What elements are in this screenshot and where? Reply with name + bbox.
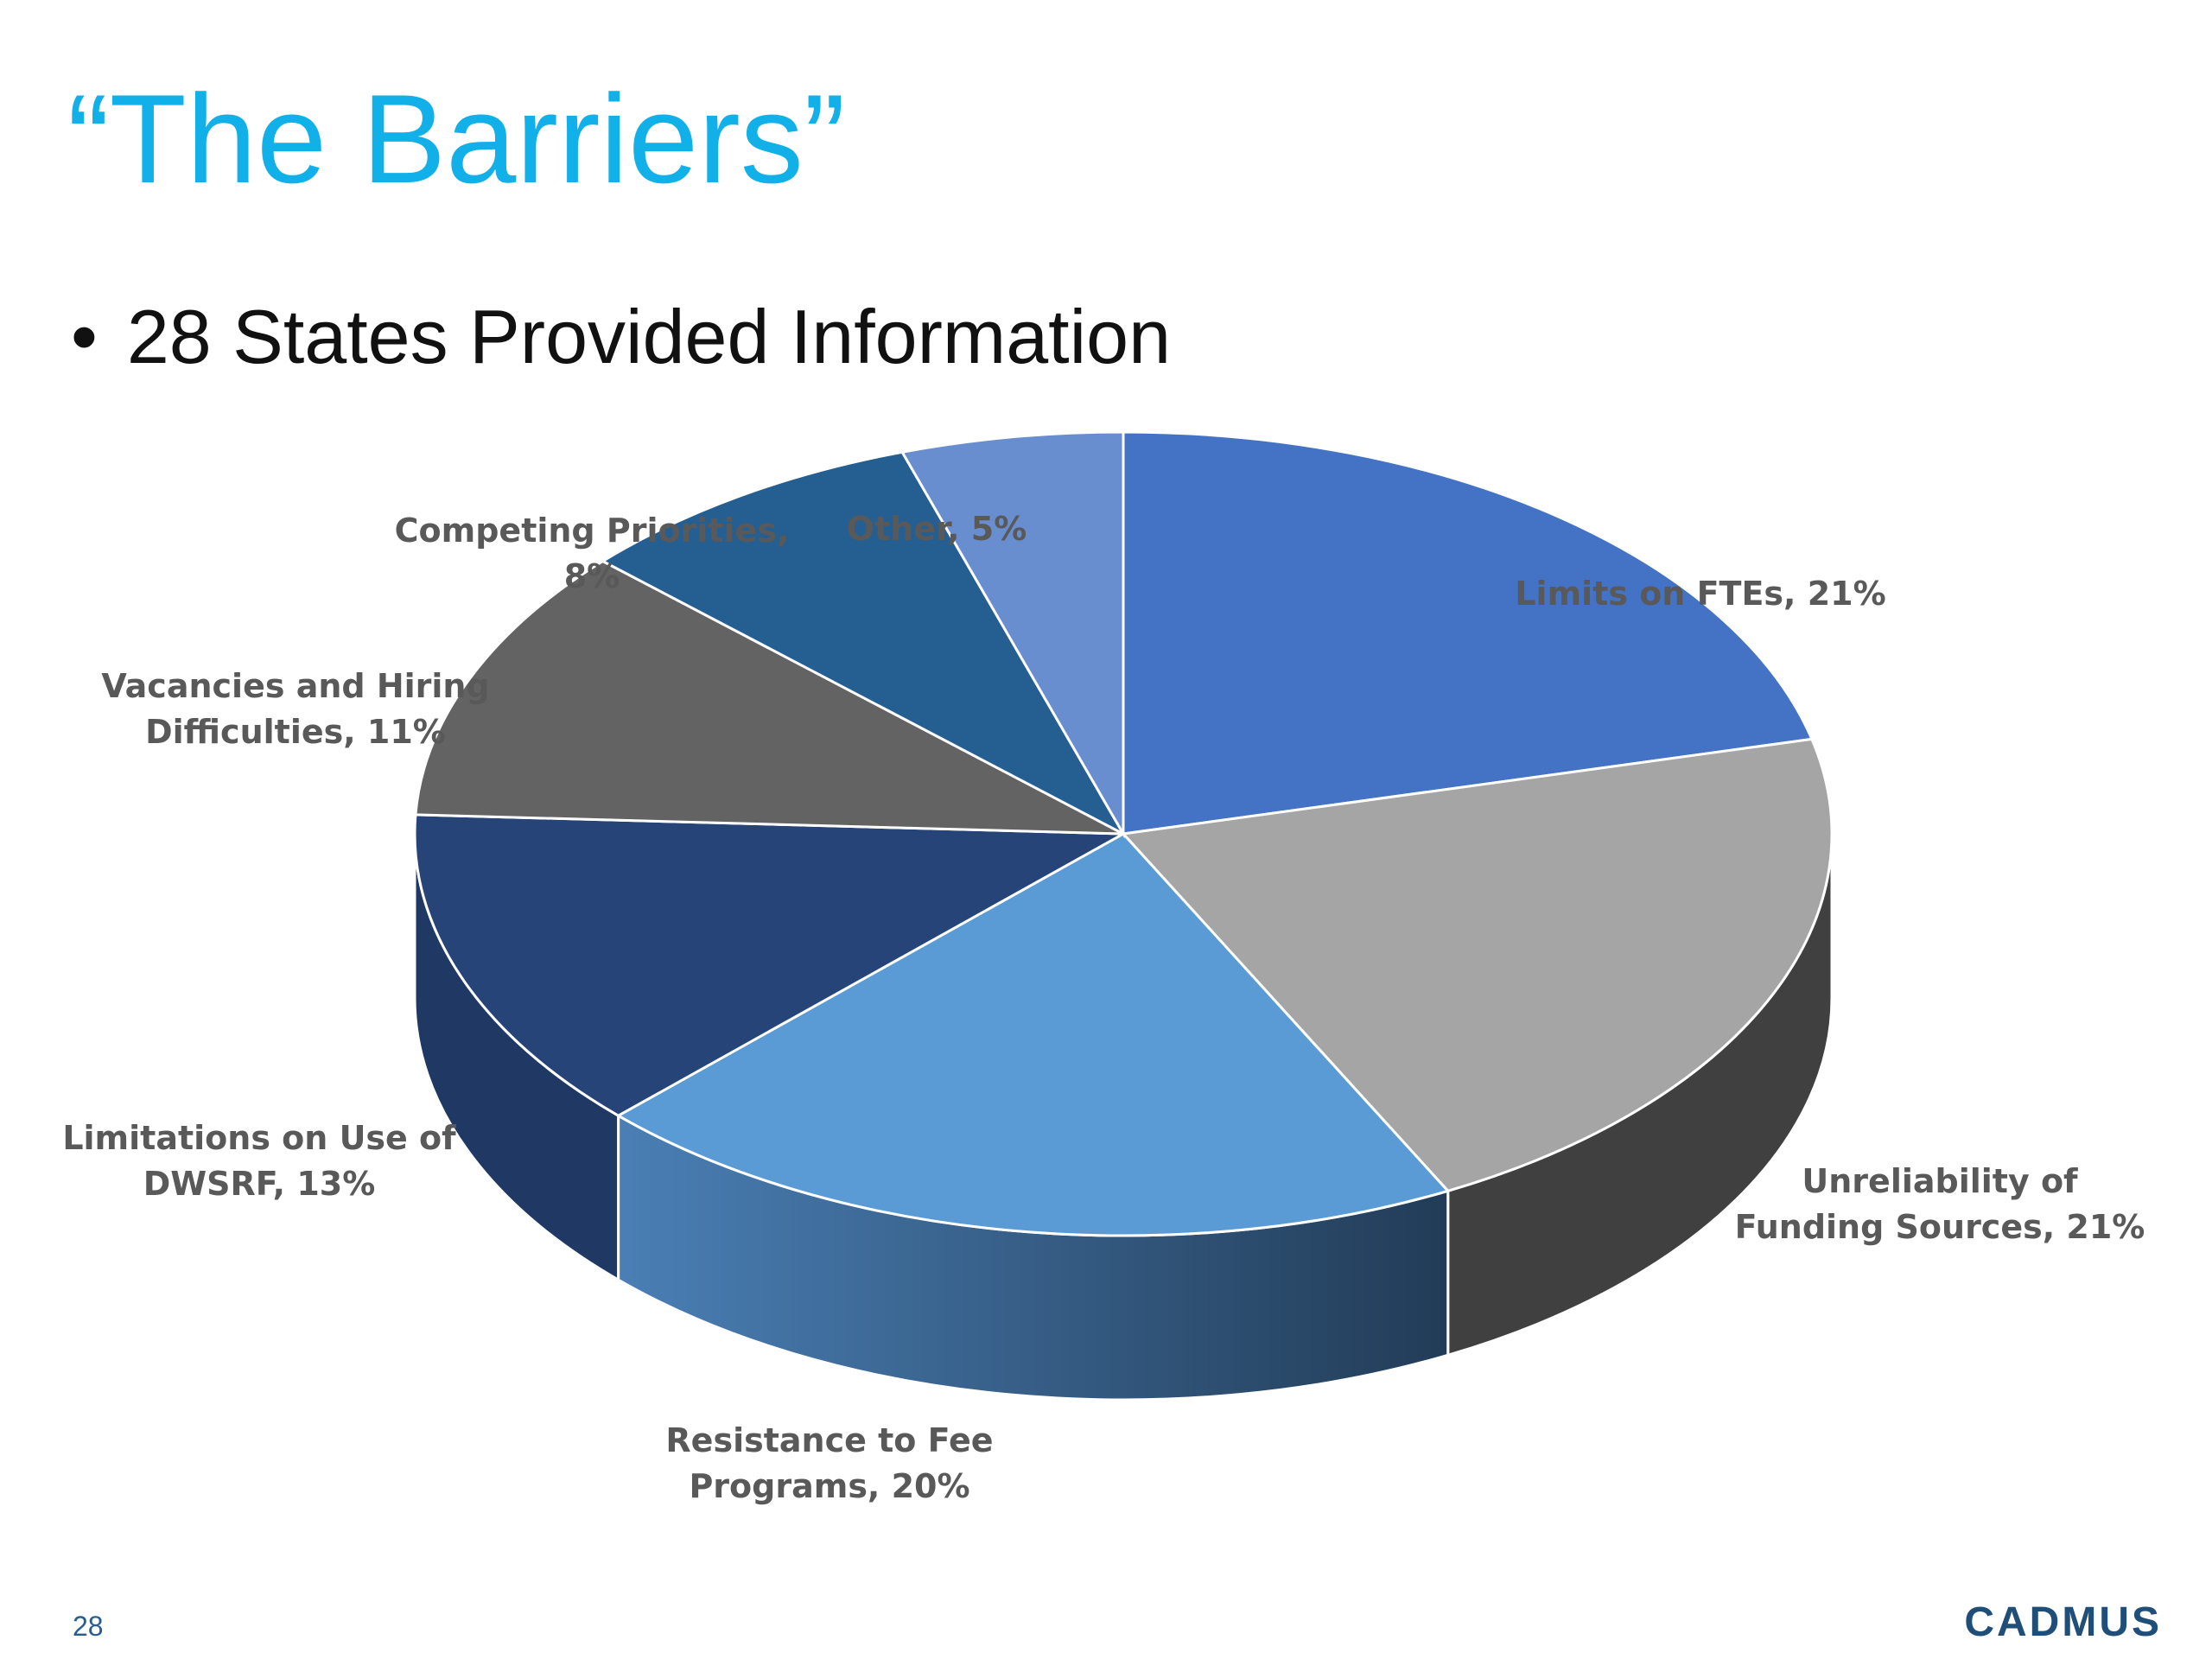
pie-labels: Limits on FTEs, 21% Unreliability of Fundi… bbox=[62, 510, 2145, 1505]
pie-slice-unreliability-of-funding-sources bbox=[1120, 737, 1834, 1193]
data-label-unreliability-of-funding-sources: Unreliability of Funding Sources, 21% bbox=[1735, 1162, 2145, 1246]
pie-slice-other bbox=[899, 430, 1125, 839]
pie-slice-limitations-on-use-of-dwsrf bbox=[413, 813, 1128, 1117]
slide-title: “The Barriers” bbox=[67, 68, 846, 209]
data-label-competing-priorities: Competing Priorities, 8% bbox=[395, 512, 790, 595]
data-label-other: Other, 5% bbox=[847, 510, 1027, 548]
data-label-limits-on-ftes: Limits on FTEs, 21% bbox=[1515, 575, 1885, 613]
data-label-resistance-to-fee-programs: Resistance to Fee Programs, 20% bbox=[665, 1421, 993, 1505]
pie-sides bbox=[413, 833, 1834, 1402]
pie-slice-vacancies-and-hiring-difficulties bbox=[414, 559, 1124, 836]
data-label-limitations-on-use-of-dwsrf: Limitations on Use of DWSRF, 13% bbox=[62, 1119, 456, 1203]
bullet-mark: • bbox=[71, 294, 98, 379]
bullet-item: • 28 States Provided Information bbox=[71, 299, 1171, 375]
pie-slice-resistance-to-fee-programs bbox=[615, 832, 1451, 1237]
data-label-vacancies-and-hiring-difficulties: Vacancies and Hiring Difficulties, 11% bbox=[101, 667, 489, 751]
cadmus-logo: CADMUS bbox=[1964, 1599, 2162, 1645]
pie-slice-competing-priorities bbox=[600, 450, 1127, 837]
page-number: 28 bbox=[73, 1611, 104, 1642]
pie-tops bbox=[413, 430, 1834, 1237]
pie-slice-limits-on-ftes bbox=[1122, 430, 1815, 836]
bullet-text: 28 States Provided Information bbox=[126, 294, 1172, 379]
